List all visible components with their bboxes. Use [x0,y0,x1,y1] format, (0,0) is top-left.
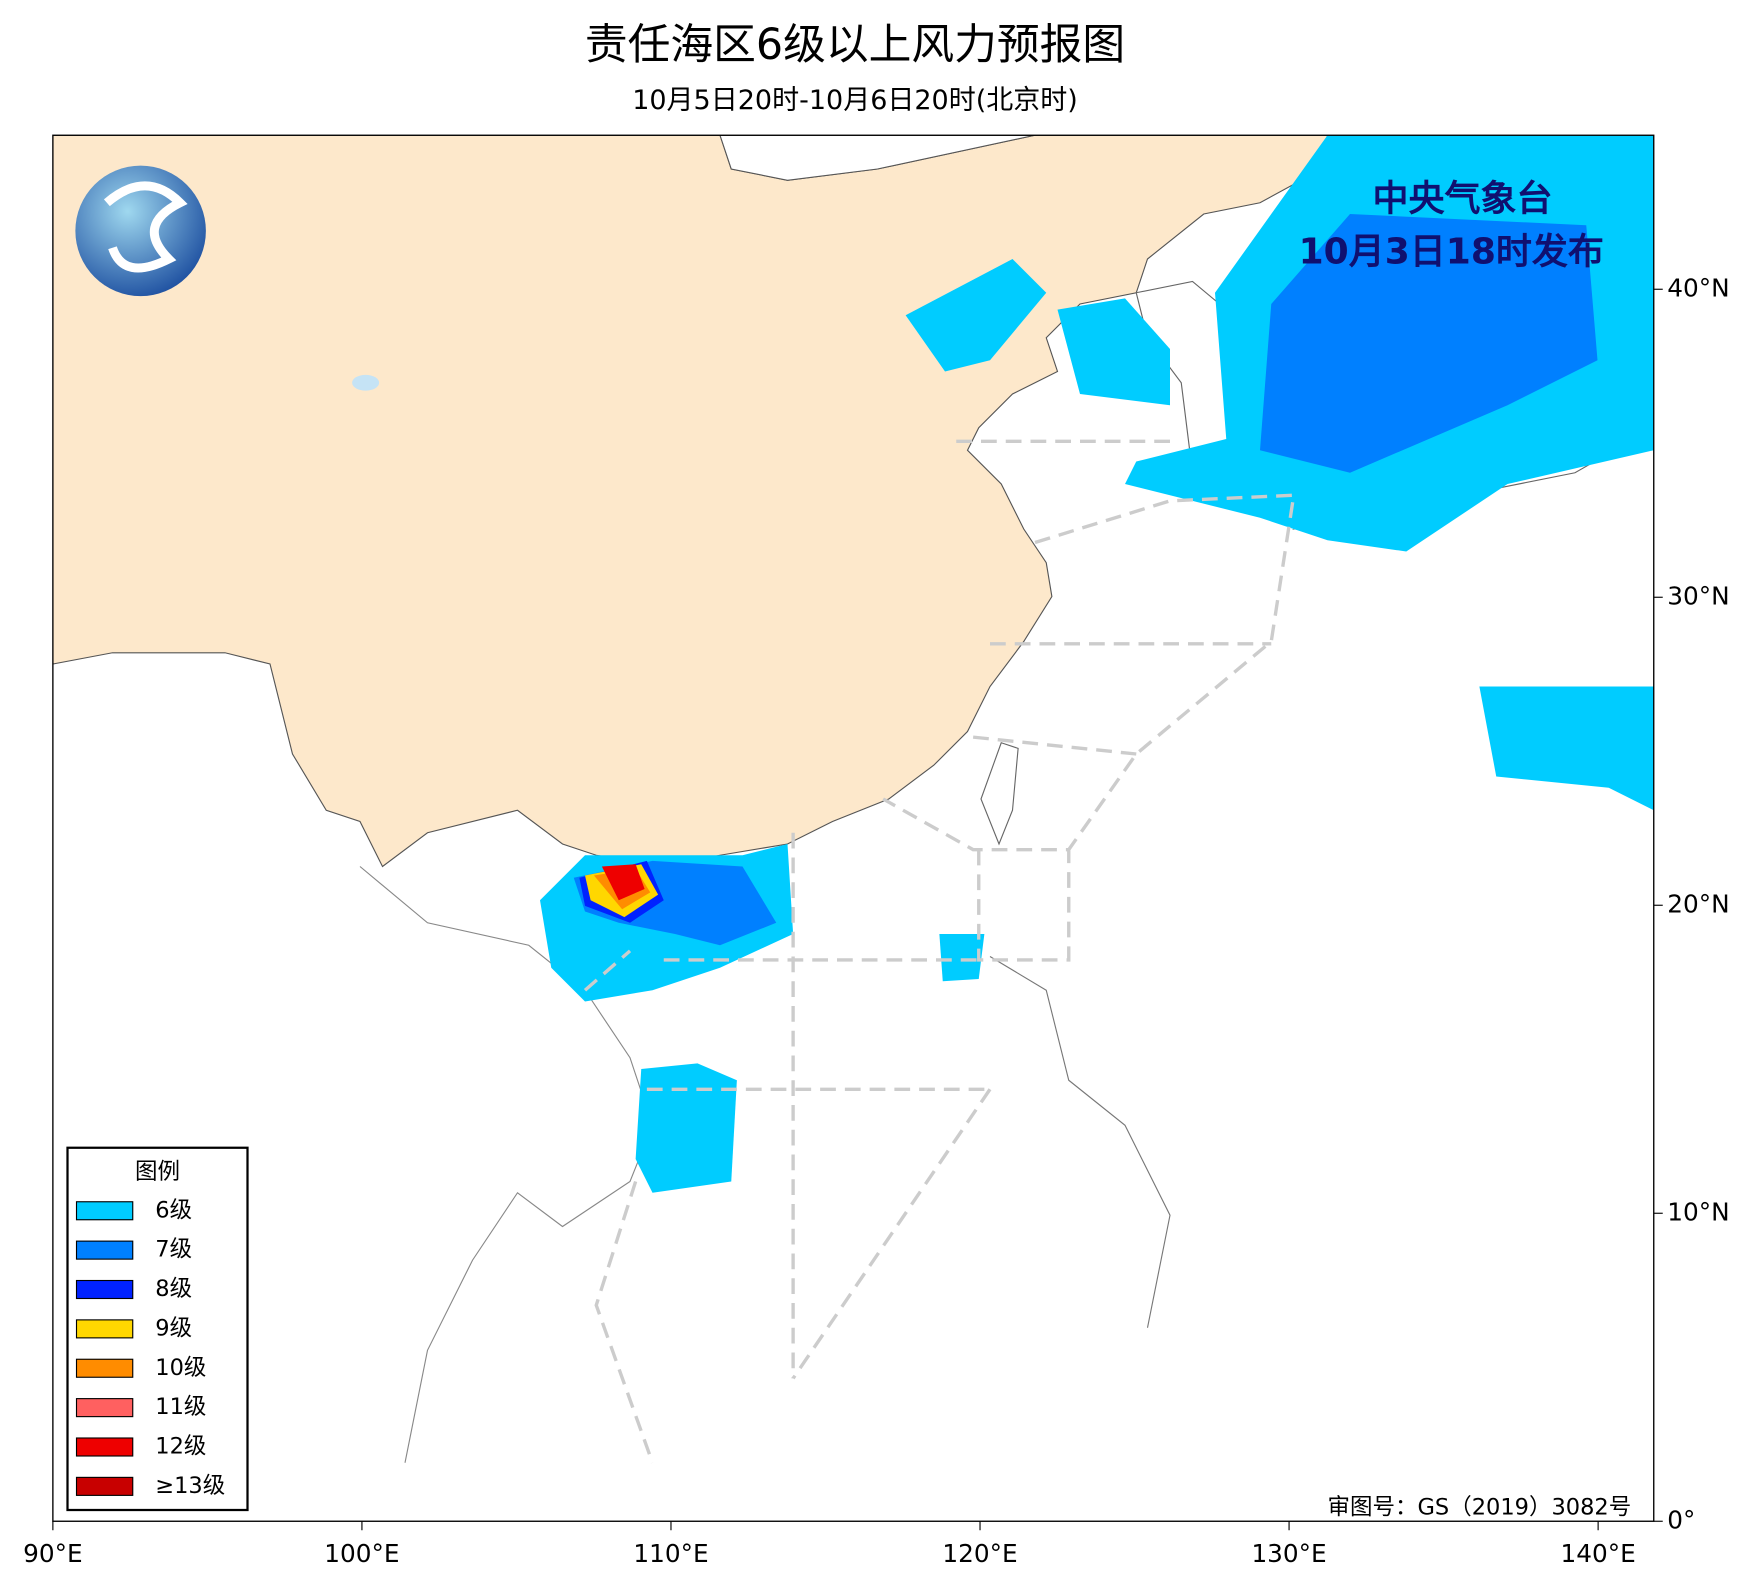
legend-swatch [75,1201,134,1221]
x-tick-label: 140°E [1560,1539,1635,1568]
legend-title: 图例 [135,1159,180,1185]
y-tick-label: 30°N [1667,581,1729,610]
frame [52,134,1655,1522]
legend-swatch [75,1319,134,1339]
legend-swatch [75,1476,134,1496]
mongolia [719,135,1036,181]
x-tick-label: 110°E [633,1539,708,1568]
approval-number: 审图号：GS（2019）3082号 [1328,1494,1632,1520]
x-tick-label: 90°E [23,1539,83,1568]
y-tick-label: 40°N [1667,273,1729,302]
legend: 图例 6级 7级 8级 9级 10级 11级 12级 ≥13级 [66,1146,249,1512]
legend-label: ≥13级 [155,1473,225,1499]
title: 责任海区6级以上风力预报图 [585,20,1125,70]
y-tick-label: 10°N [1667,1197,1729,1226]
philippines [989,956,1171,1328]
legend-label: 11级 [155,1394,206,1420]
wind-areas [540,135,1654,1193]
issuer-name: 中央气象台 [1372,179,1552,220]
legend-label: 10级 [155,1355,206,1381]
taiwan [980,742,1019,846]
lake [352,374,380,391]
legend-label: 9级 [155,1315,192,1341]
legend-swatch [75,1240,134,1260]
x-tick-label: 120°E [942,1539,1017,1568]
x-tick-label: 130°E [1251,1539,1326,1568]
axis-ticks: 90°E 100°E 110°E 120°E 130°E 140°E 0° 10°N 20°N 3… [23,273,1730,1568]
logo-mark [103,181,188,273]
sea-area-boundaries [583,439,1296,1464]
y-tick-label: 20°N [1667,889,1729,918]
legend-swatch [75,1398,134,1418]
map-body [52,135,1654,1522]
legend-label: 7级 [155,1237,192,1263]
x-tick-label: 100°E [324,1539,399,1568]
legend-swatch [75,1279,134,1300]
subtitle: 10月5日20时-10月6日20时(北京时) [632,85,1078,116]
legend-swatch [75,1358,134,1378]
legend-label: 6级 [155,1197,192,1223]
issue-time: 10月3日18时发布 [1299,231,1604,272]
y-tick-label: 0° [1667,1505,1695,1534]
legend-label: 12级 [155,1434,206,1460]
legend-label: 8级 [155,1276,192,1302]
legend-swatch [75,1437,134,1457]
